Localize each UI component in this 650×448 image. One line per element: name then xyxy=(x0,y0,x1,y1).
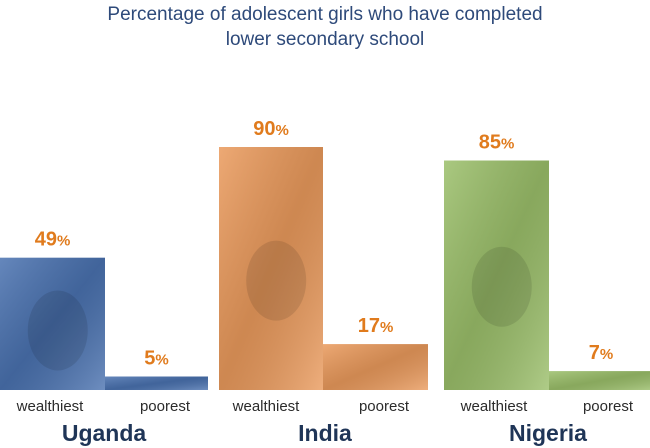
bar-shading-uganda-wealthiest xyxy=(0,257,105,390)
chart-title: Percentage of adolescent girls who have … xyxy=(0,0,650,52)
category-label-nigeria-poorest: poorest xyxy=(583,398,634,415)
country-label-nigeria: Nigeria xyxy=(509,420,587,446)
photo-silhouette-india xyxy=(246,240,307,321)
bar-shading-nigeria-poorest xyxy=(549,371,650,390)
category-label-uganda-poorest: poorest xyxy=(140,398,191,415)
country-label-india: India xyxy=(298,420,352,446)
category-label-india-poorest: poorest xyxy=(359,398,410,415)
data-label-india-poorest: 17% xyxy=(358,315,394,337)
photo-silhouette-uganda xyxy=(27,290,88,371)
bar-shading-india-wealthiest xyxy=(219,147,323,390)
data-label-nigeria-wealthiest: 85% xyxy=(479,132,515,154)
bar-shading-india-poorest xyxy=(323,344,428,390)
data-label-uganda-poorest: 5% xyxy=(144,348,168,370)
chart-title-line-2: lower secondary school xyxy=(225,29,425,50)
data-label-uganda-wealthiest: 49% xyxy=(35,229,71,251)
data-label-nigeria-poorest: 7% xyxy=(589,342,613,364)
bar-shading-uganda-poorest xyxy=(105,376,208,390)
photo-silhouette-nigeria xyxy=(471,246,532,327)
data-label-india-wealthiest: 90% xyxy=(253,118,289,140)
category-label-uganda-wealthiest: wealthiest xyxy=(16,398,85,415)
country-label-uganda: Uganda xyxy=(62,420,147,446)
bar-shading-nigeria-wealthiest xyxy=(444,160,549,390)
category-label-nigeria-wealthiest: wealthiest xyxy=(460,398,529,415)
category-label-india-wealthiest: wealthiest xyxy=(232,398,301,415)
chart-title-line-1: Percentage of adolescent girls who have … xyxy=(107,4,543,25)
